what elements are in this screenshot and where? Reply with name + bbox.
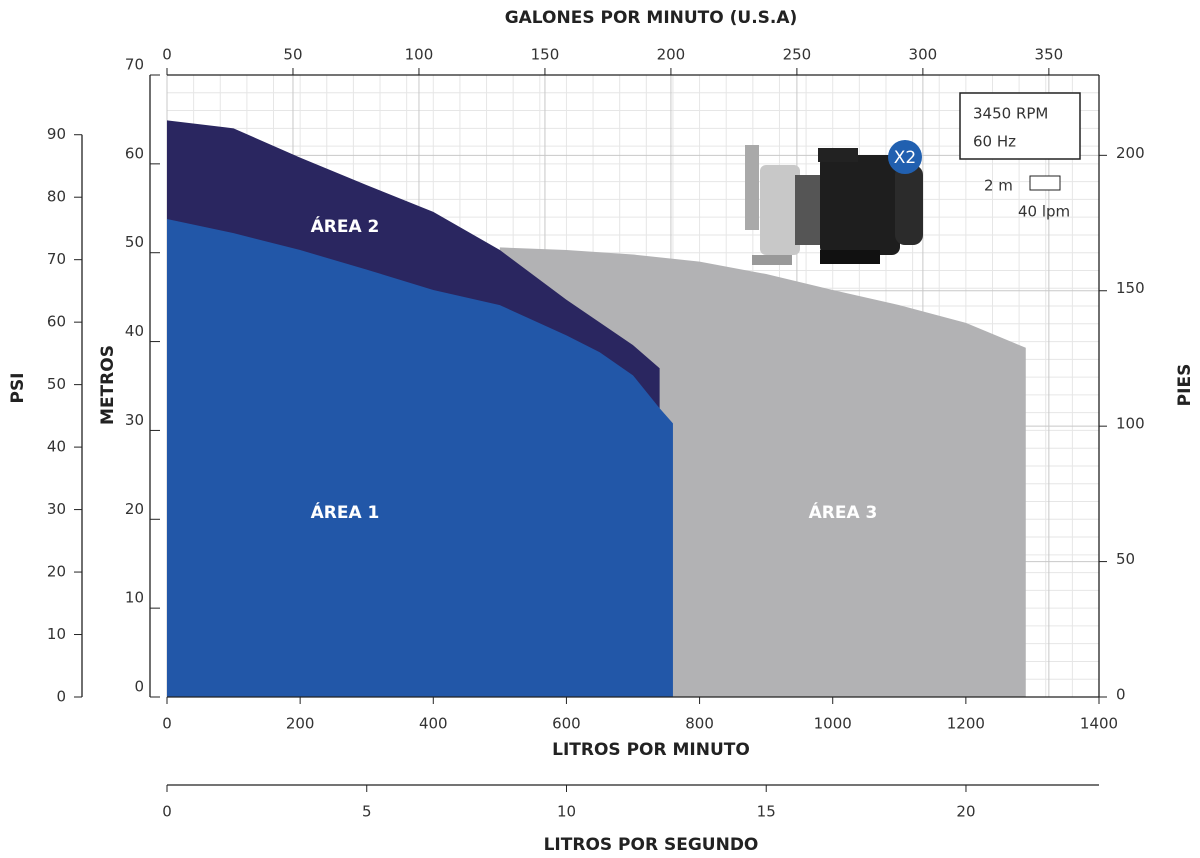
x2-axis-title: GALONES POR MINUTO (U.S.A) [505, 8, 798, 28]
x2-tick-label: 150 [531, 46, 560, 64]
x-tick-label: 1000 [814, 715, 852, 733]
badge [888, 140, 922, 174]
y2-tick-label: 150 [1116, 279, 1145, 297]
y2-axis-title: PIES [1175, 364, 1195, 407]
x-tick-label: 800 [685, 715, 714, 733]
info-box [959, 92, 1081, 160]
y3-tick-label: 20 [47, 563, 66, 581]
y-tick-label: 70 [125, 56, 144, 74]
x2-tick-label: 100 [405, 46, 434, 64]
grid-scale-box [1029, 175, 1061, 191]
y3-tick-label: 70 [47, 250, 66, 268]
y3-tick-label: 90 [47, 125, 66, 143]
x3-tick-label: 10 [557, 803, 576, 821]
x-axis-title: LITROS POR MINUTO [552, 740, 750, 760]
y3-tick-label: 0 [56, 688, 66, 706]
y3-tick-label: 40 [47, 438, 66, 456]
x3-tick-label: 5 [362, 803, 372, 821]
x3-tick-label: 20 [956, 803, 975, 821]
x-tick-label: 600 [552, 715, 581, 733]
y2-tick-label: 50 [1116, 550, 1135, 568]
x3-tick-label: 0 [162, 803, 172, 821]
x3-axis-title: LITROS POR SEGUNDO [544, 835, 759, 855]
x2-tick-label: 250 [783, 46, 812, 64]
badge-text: X2 [894, 148, 916, 168]
area-label: ÁREA 3 [809, 501, 878, 523]
x-tick-label: 1200 [947, 715, 985, 733]
y-tick-label: 40 [125, 322, 144, 340]
info-text: 60 Hz [973, 133, 1016, 151]
x2-tick-label: 350 [1035, 46, 1064, 64]
y3-tick-label: 60 [47, 313, 66, 331]
y-tick-label: 60 [125, 144, 144, 162]
y2-tick-label: 0 [1116, 686, 1126, 704]
x2-tick-label: 200 [657, 46, 686, 64]
y2-tick-label: 100 [1116, 415, 1145, 433]
y-tick-label: 20 [125, 500, 144, 518]
y-tick-label: 0 [134, 678, 144, 696]
y-axis-title: METROS [98, 345, 118, 425]
y-tick-label: 10 [125, 589, 144, 607]
area-label: ÁREA 2 [311, 215, 380, 237]
x2-tick-label: 50 [283, 46, 302, 64]
x-tick-label: 200 [286, 715, 315, 733]
y3-axis-title: PSI [8, 372, 28, 403]
x2-tick-label: 300 [909, 46, 938, 64]
x-tick-label: 400 [419, 715, 448, 733]
y-tick-label: 50 [125, 233, 144, 251]
grid-scale-label: 2 m [984, 177, 1013, 195]
x-tick-label: 0 [162, 715, 172, 733]
pump-image [745, 145, 923, 265]
y3-tick-label: 80 [47, 188, 66, 206]
y3-tick-label: 10 [47, 625, 66, 643]
y3-tick-label: 30 [47, 500, 66, 518]
info-text: 3450 RPM [973, 105, 1048, 123]
x-tick-label: 1400 [1080, 715, 1118, 733]
y-tick-label: 30 [125, 411, 144, 429]
area [167, 218, 673, 697]
x3-tick-label: 15 [757, 803, 776, 821]
grid-scale-label: 40 lpm [1018, 203, 1070, 221]
y2-tick-label: 200 [1116, 144, 1145, 162]
area-label: ÁREA 1 [311, 501, 380, 523]
y3-tick-label: 50 [47, 375, 66, 393]
x2-tick-label: 0 [162, 46, 172, 64]
